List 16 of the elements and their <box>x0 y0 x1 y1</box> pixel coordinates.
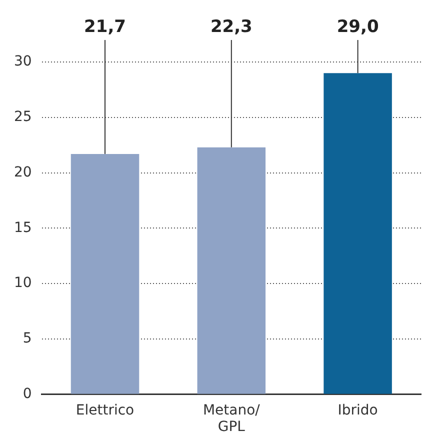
x-tick-label: Ibrido <box>338 402 378 418</box>
y-tick-label: 25 <box>14 109 32 126</box>
x-tick-label: Elettrico <box>76 402 134 418</box>
y-tick-label: 5 <box>22 330 32 347</box>
bar <box>197 147 266 394</box>
data-label: 21,7 <box>84 16 126 37</box>
y-tick-label: 20 <box>14 164 32 180</box>
x-tick-label: Metano/GPL <box>202 402 260 436</box>
y-tick-label: 10 <box>14 275 32 292</box>
bar <box>324 73 392 394</box>
bar <box>70 154 140 394</box>
data-label: 29,0 <box>336 16 379 37</box>
y-tick-label: 15 <box>14 220 32 236</box>
y-tick-label: 0 <box>22 386 32 402</box>
data-label: 22,3 <box>210 16 252 37</box>
y-tick-label: 30 <box>14 54 32 70</box>
